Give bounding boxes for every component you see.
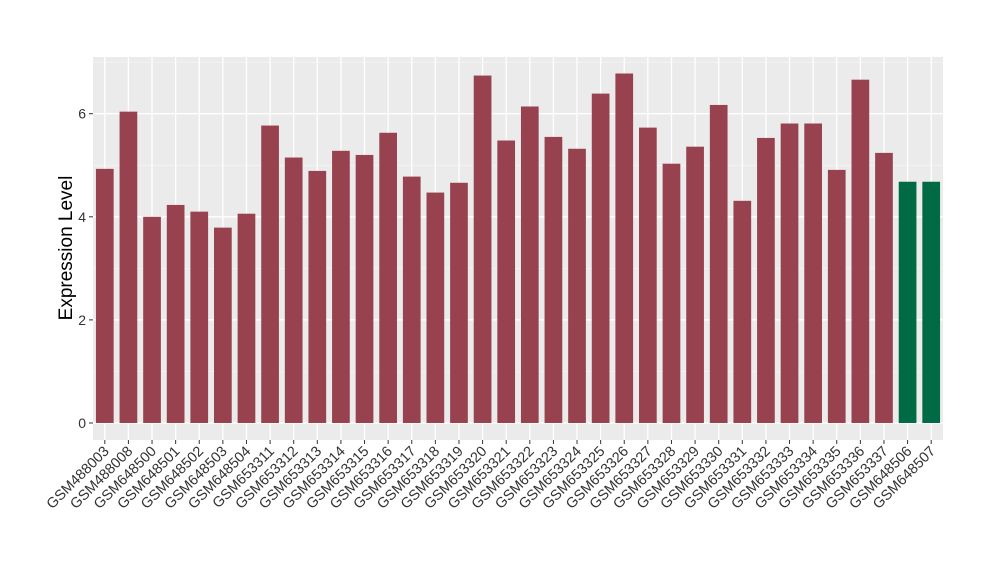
bar (497, 140, 516, 423)
bar (308, 170, 327, 423)
bar (827, 169, 846, 423)
bar (898, 181, 917, 423)
bar (119, 111, 138, 423)
plot-background (93, 57, 943, 440)
bar (379, 132, 397, 423)
bar (639, 127, 657, 423)
bar (615, 73, 634, 423)
bar (875, 152, 893, 423)
y-tick-label: 4 (78, 209, 86, 225)
bar (95, 168, 114, 423)
bar (851, 79, 870, 423)
bar (591, 93, 610, 423)
bar (757, 137, 775, 423)
bar (544, 136, 563, 423)
y-tick-label: 0 (78, 415, 86, 431)
bar (332, 150, 350, 423)
bar (922, 181, 941, 423)
bar (568, 148, 586, 423)
bar (709, 104, 728, 423)
bar (780, 123, 799, 423)
y-tick-label: 6 (78, 106, 86, 122)
bar (237, 213, 256, 423)
bar (426, 192, 445, 423)
bar (166, 204, 185, 423)
bar (284, 157, 303, 423)
bar (261, 125, 279, 423)
bar (450, 182, 468, 423)
bar (686, 146, 704, 423)
bar (143, 216, 161, 423)
y-axis-label: Expression Level (56, 176, 77, 321)
bar (190, 211, 209, 423)
bar (520, 106, 539, 423)
bar (473, 75, 492, 423)
bar (214, 227, 232, 423)
bar (804, 123, 822, 423)
y-tick-label: 2 (78, 312, 86, 328)
bar (662, 163, 681, 423)
bar (402, 176, 421, 423)
bar (355, 154, 374, 423)
bar (733, 200, 752, 423)
